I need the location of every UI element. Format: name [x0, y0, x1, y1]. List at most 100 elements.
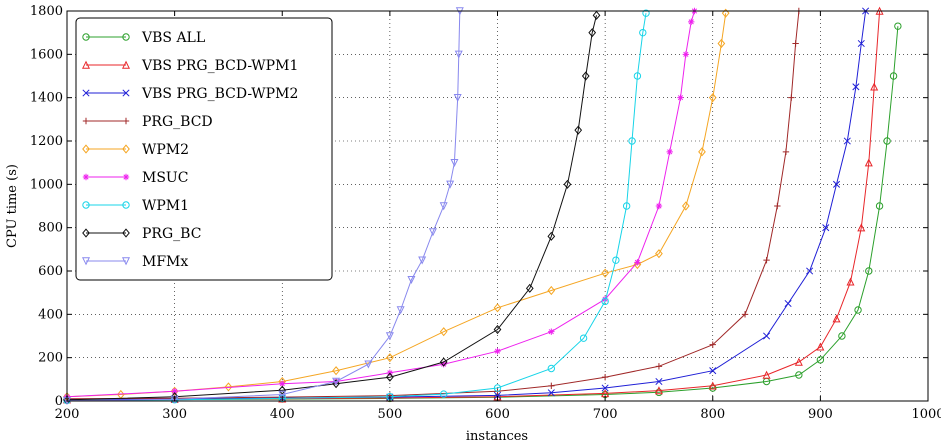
data-point — [581, 71, 590, 81]
data-point — [875, 202, 884, 210]
data-point — [717, 38, 726, 49]
legend-entry: MSUC — [82, 170, 188, 186]
data-point — [588, 28, 597, 38]
data-point — [332, 377, 341, 386]
legend-entry: VBS PRG_BCD-WPM2 — [82, 86, 298, 102]
data-point — [864, 158, 873, 167]
data-point — [418, 256, 427, 265]
data-point — [816, 356, 825, 364]
x-axis-title: instances — [466, 429, 528, 444]
data-point — [454, 50, 463, 59]
data-point — [493, 391, 502, 399]
data-point — [612, 256, 620, 264]
legend-entry: WPM1 — [82, 198, 189, 214]
data-point — [628, 137, 636, 145]
data-point — [601, 384, 609, 392]
data-point — [655, 377, 663, 386]
series-line-vbs-prg-bcd-wpm1 — [66, 10, 881, 401]
legend-marker — [82, 228, 90, 238]
data-point — [547, 231, 556, 241]
data-point — [794, 357, 803, 366]
data-point — [762, 370, 771, 379]
data-point — [857, 223, 866, 232]
data-point — [278, 390, 287, 399]
data-point — [708, 381, 717, 390]
data-point — [655, 202, 663, 210]
y-tick-label: 1200 — [30, 134, 63, 149]
data-point — [889, 72, 898, 80]
data-point — [224, 382, 233, 392]
y-tick-label: 1600 — [30, 47, 63, 62]
data-point — [386, 353, 394, 363]
legend-marker — [82, 144, 90, 154]
legend-marker — [122, 173, 130, 181]
y-tick-label: 1400 — [30, 91, 63, 106]
data-point — [634, 259, 641, 266]
data-point — [763, 256, 770, 264]
data-point — [592, 10, 601, 20]
legend-label: WPM1 — [142, 198, 189, 214]
data-point — [698, 147, 706, 157]
legend-entry: PRG_BC — [82, 226, 201, 242]
data-point — [883, 137, 891, 145]
legend-entry: MFMx — [81, 254, 188, 270]
legend-marker — [81, 60, 91, 69]
x-tick-label: 300 — [162, 407, 187, 422]
data-point — [795, 371, 803, 379]
x-tick-label: 200 — [55, 407, 80, 422]
series-line-msuc — [66, 10, 695, 398]
data-point — [832, 314, 841, 323]
data-point — [852, 83, 860, 91]
y-axis-title: CPU time (s) — [5, 164, 20, 248]
data-point — [407, 275, 416, 284]
legend-marker — [122, 89, 130, 97]
data-point — [278, 394, 286, 403]
x-tick-label: 500 — [377, 407, 402, 422]
data-point — [428, 228, 437, 237]
data-point — [857, 39, 865, 48]
data-point — [493, 384, 502, 392]
data-point — [525, 283, 534, 293]
legend-entry: PRG_BCD — [82, 114, 213, 130]
data-point — [633, 259, 642, 270]
data-point — [666, 148, 673, 156]
data-point — [601, 268, 609, 278]
data-point — [579, 334, 588, 342]
data-point — [894, 22, 902, 30]
data-point — [709, 367, 717, 375]
data-point — [439, 202, 448, 211]
data-point — [439, 390, 448, 398]
data-point — [721, 8, 730, 18]
y-tick-label: 800 — [38, 221, 63, 236]
data-point — [655, 249, 663, 259]
data-point — [453, 93, 462, 102]
series-line-prg-bcd — [66, 10, 800, 400]
x-tick-label: 900 — [808, 407, 833, 422]
data-point — [741, 311, 749, 318]
y-tick-label: 400 — [38, 307, 63, 322]
data-point — [784, 299, 792, 308]
data-point — [548, 382, 555, 390]
legend-entry: VBS ALL — [82, 30, 205, 46]
legend-marker — [122, 201, 130, 209]
data-point — [332, 366, 340, 376]
data-point — [806, 267, 814, 275]
series-prg-bc — [63, 10, 601, 405]
data-point — [782, 148, 790, 156]
data-point — [563, 179, 572, 189]
x-tick-label: 1000 — [911, 407, 941, 422]
data-point — [396, 306, 405, 315]
data-point — [688, 18, 695, 26]
data-point — [278, 385, 287, 395]
legend-label: PRG_BC — [142, 226, 201, 242]
legend-marker — [82, 117, 90, 125]
data-point — [774, 202, 781, 210]
legend: VBS ALL VBS PRG_BCD-WPM1 VBS PRG_BCD-WPM2 P… — [75, 17, 333, 281]
data-point — [601, 295, 609, 303]
legend-entry: VBS PRG_BCD-WPM1 — [81, 58, 298, 74]
data-point — [622, 202, 631, 210]
data-point — [547, 285, 556, 296]
data-point — [655, 388, 663, 397]
data-point — [642, 9, 650, 17]
